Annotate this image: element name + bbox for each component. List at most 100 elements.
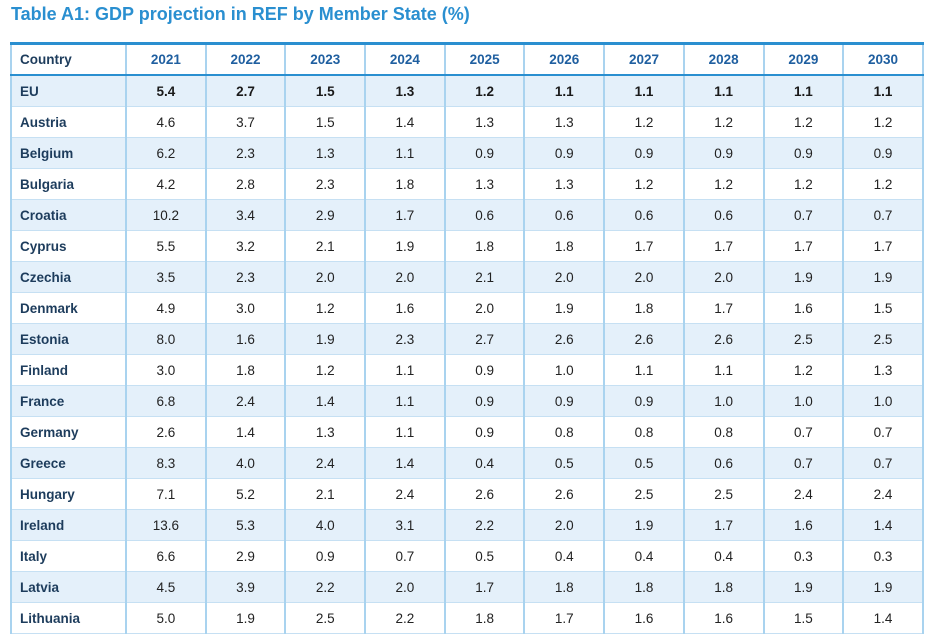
value-cell: 2.0 [284,261,367,293]
value-cell: 0.3 [762,540,845,572]
value-cell: 5.5 [125,230,207,262]
value-cell: 1.1 [364,416,446,448]
value-cell: 1.5 [842,292,924,324]
value-cell: 0.6 [443,199,526,231]
value-cell: 0.4 [523,540,606,572]
value-cell: 1.9 [762,261,845,293]
value-cell: 0.9 [682,137,765,169]
table-row: Belgium 6.2 2.3 1.3 1.1 0.9 0.9 0.9 0.9 0.9 0.9 [10,137,924,169]
value-cell: 1.9 [364,230,446,262]
value-cell: 1.4 [364,106,446,138]
value-cell: 3.2 [204,230,287,262]
value-cell: 1.1 [842,75,924,107]
value-cell: 3.7 [204,106,287,138]
value-cell: 0.5 [603,447,685,479]
value-cell: 8.0 [125,323,207,355]
column-header-year: 2024 [364,42,446,76]
value-cell: 2.2 [443,509,526,541]
value-cell: 0.9 [762,137,845,169]
column-header-year: 2028 [682,42,765,76]
column-header-country: Country [10,42,127,76]
value-cell: 2.3 [204,261,287,293]
value-cell: 2.0 [603,261,685,293]
value-cell: 0.5 [443,540,526,572]
value-cell: 2.0 [682,261,765,293]
value-cell: 1.4 [842,509,924,541]
value-cell: 2.6 [125,416,207,448]
value-cell: 3.1 [364,509,446,541]
table-row: Croatia 10.2 3.4 2.9 1.7 0.6 0.6 0.6 0.6 0.7 0.7 [10,199,924,231]
table-body: EU 5.4 2.7 1.5 1.3 1.2 1.1 1.1 1.1 1.1 1.1 Austria 4… [10,75,924,634]
value-cell: 1.1 [523,75,606,107]
table-row: Bulgaria 4.2 2.8 2.3 1.8 1.3 1.3 1.2 1.2 1.2 1.2 [10,168,924,200]
value-cell: 1.1 [364,385,446,417]
value-cell: 1.1 [364,354,446,386]
value-cell: 1.6 [762,292,845,324]
value-cell: 6.2 [125,137,207,169]
table-row: Hungary 7.1 5.2 2.1 2.4 2.6 2.6 2.5 2.5 2.4 2.4 [10,478,924,510]
value-cell: 1.7 [523,602,606,634]
value-cell: 2.5 [842,323,924,355]
country-cell: Lithuania [10,602,127,634]
value-cell: 3.5 [125,261,207,293]
value-cell: 1.1 [682,75,765,107]
value-cell: 3.0 [204,292,287,324]
value-cell: 1.4 [842,602,924,634]
country-cell: Denmark [10,292,127,324]
value-cell: 1.0 [523,354,606,386]
value-cell: 2.9 [284,199,367,231]
value-cell: 2.7 [204,75,287,107]
value-cell: 1.1 [603,75,685,107]
value-cell: 0.7 [364,540,446,572]
table-row: France 6.8 2.4 1.4 1.1 0.9 0.9 0.9 1.0 1.0 1.0 [10,385,924,417]
value-cell: 0.4 [603,540,685,572]
country-cell: Czechia [10,261,127,293]
value-cell: 2.0 [523,509,606,541]
table-row: Ireland 13.6 5.3 4.0 3.1 2.2 2.0 1.9 1.7 1.6 1.4 [10,509,924,541]
value-cell: 1.2 [762,106,845,138]
value-cell: 2.6 [603,323,685,355]
value-cell: 2.5 [284,602,367,634]
value-cell: 2.2 [364,602,446,634]
value-cell: 2.6 [523,478,606,510]
column-header-year: 2022 [204,42,287,76]
value-cell: 1.8 [364,168,446,200]
value-cell: 1.3 [443,168,526,200]
country-cell: Croatia [10,199,127,231]
country-cell: Cyprus [10,230,127,262]
value-cell: 0.5 [523,447,606,479]
value-cell: 4.5 [125,571,207,603]
table-header-row: Country 2021 2022 2023 2024 2025 2026 2027 2028 2… [10,42,924,76]
value-cell: 1.3 [842,354,924,386]
value-cell: 0.9 [842,137,924,169]
value-cell: 2.7 [443,323,526,355]
value-cell: 4.0 [284,509,367,541]
value-cell: 2.6 [682,323,765,355]
value-cell: 1.3 [364,75,446,107]
value-cell: 2.1 [443,261,526,293]
country-cell: Finland [10,354,127,386]
table-row: Austria 4.6 3.7 1.5 1.4 1.3 1.3 1.2 1.2 1.2 1.2 [10,106,924,138]
value-cell: 1.0 [762,385,845,417]
value-cell: 1.2 [443,75,526,107]
value-cell: 1.2 [603,106,685,138]
value-cell: 2.4 [364,478,446,510]
value-cell: 3.9 [204,571,287,603]
value-cell: 1.3 [443,106,526,138]
table-row: EU 5.4 2.7 1.5 1.3 1.2 1.1 1.1 1.1 1.1 1.1 [10,75,924,107]
value-cell: 5.0 [125,602,207,634]
value-cell: 1.8 [603,571,685,603]
value-cell: 4.6 [125,106,207,138]
value-cell: 3.4 [204,199,287,231]
country-cell: Germany [10,416,127,448]
value-cell: 2.4 [284,447,367,479]
value-cell: 1.5 [284,106,367,138]
value-cell: 0.7 [762,416,845,448]
value-cell: 0.7 [762,447,845,479]
value-cell: 2.0 [364,261,446,293]
value-cell: 1.1 [682,354,765,386]
country-cell: Greece [10,447,127,479]
value-cell: 1.8 [682,571,765,603]
value-cell: 5.3 [204,509,287,541]
value-cell: 1.3 [523,168,606,200]
